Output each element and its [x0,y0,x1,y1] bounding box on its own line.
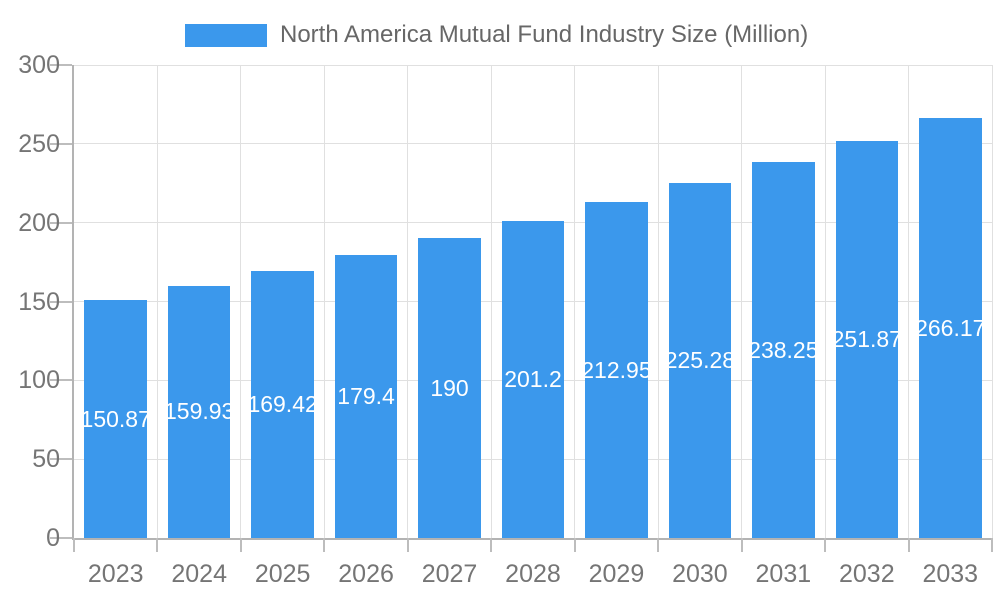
bar-value-label: 201.2 [504,365,562,392]
gridline-vertical [741,65,743,538]
gridline-vertical [657,65,659,538]
bar[interactable]: 201.2 [501,220,565,538]
bar[interactable]: 150.87 [84,300,147,538]
bar[interactable]: 212.95 [585,202,648,538]
gridline-vertical [824,65,826,538]
x-axis-label: 2030 [672,560,728,588]
y-axis-label: 250 [18,129,60,158]
gridline-vertical [574,65,576,538]
gridline-horizontal [74,64,992,66]
x-axis-tick [406,538,409,552]
bar[interactable]: 251.87 [835,140,899,538]
legend-label: North America Mutual Fund Industry Size … [280,21,809,48]
bar-value-label: 190 [430,374,469,401]
y-axis-tick [50,300,72,303]
x-axis-label: 2032 [838,560,895,588]
x-axis-label: 2026 [338,560,394,588]
gridline-vertical [240,65,242,538]
plot-area: 150.87 159.93 169.42 179.4 190 201.2 212.95 225… [72,64,993,540]
x-axis-tick [907,538,910,552]
gridline-vertical [323,65,325,538]
gridline-vertical [991,65,993,538]
bar[interactable]: 179.4 [334,255,398,538]
x-axis-tick [657,538,660,552]
y-axis-tick [50,142,72,145]
x-axis-label: 2031 [755,560,812,588]
x-axis-label: 2025 [254,560,311,588]
bar-value-label: 238.25 [752,336,815,363]
bar-value-label: 212.95 [585,356,648,383]
bar[interactable]: 190 [418,238,481,538]
y-axis-label: 100 [18,366,60,395]
bar-value-label: 266.17 [918,314,982,341]
y-axis-label: 200 [18,208,60,237]
bar[interactable]: 225.28 [668,182,732,538]
gridline-vertical [908,65,910,538]
y-axis-label: 150 [18,287,60,316]
bar-value-label: 159.93 [167,398,231,425]
y-axis-tick [50,537,72,539]
gridline-horizontal [74,143,992,145]
y-axis-label: 300 [18,51,60,79]
bar[interactable]: 238.25 [752,162,815,538]
bar-value-label: 179.4 [337,383,395,410]
x-axis-label: 2028 [505,560,561,588]
x-axis-label: 2027 [421,560,478,588]
x-axis-tick [323,538,326,552]
y-axis-tick [50,458,72,461]
y-axis-tick [50,221,72,224]
bar-value-label: 251.87 [835,325,899,352]
legend-swatch [185,23,267,47]
x-axis-tick [824,538,827,552]
y-axis-line [72,65,74,538]
bar-value-label: 169.42 [251,390,314,417]
x-axis-tick [740,538,743,552]
bar[interactable]: 266.17 [918,118,982,538]
y-axis-tick [50,379,72,382]
bar-value-label: 225.28 [668,346,732,373]
x-axis-label: 2033 [922,560,979,588]
y-axis-tick [50,64,72,66]
x-axis-tick [239,538,242,552]
y-axis-label: 50 [32,445,60,474]
x-axis-line [72,538,992,540]
bar-value-label: 150.87 [84,405,147,432]
x-axis-label: 2023 [87,560,144,588]
chart-legend-item[interactable]: North America Mutual Fund Industry Size … [185,21,808,49]
x-axis-tick [156,538,159,552]
x-axis-label: 2029 [588,560,645,588]
y-axis-label: 0 [46,524,60,552]
gridline-vertical [156,65,158,538]
x-axis-tick [73,538,75,552]
x-axis-tick [991,538,993,552]
gridline-vertical [490,65,492,538]
x-axis-tick [490,538,493,552]
gridline-vertical [407,65,409,538]
bar[interactable]: 169.42 [251,270,314,538]
x-axis-label: 2024 [171,560,227,588]
bar[interactable]: 159.93 [167,285,231,538]
x-axis-tick [573,538,576,552]
